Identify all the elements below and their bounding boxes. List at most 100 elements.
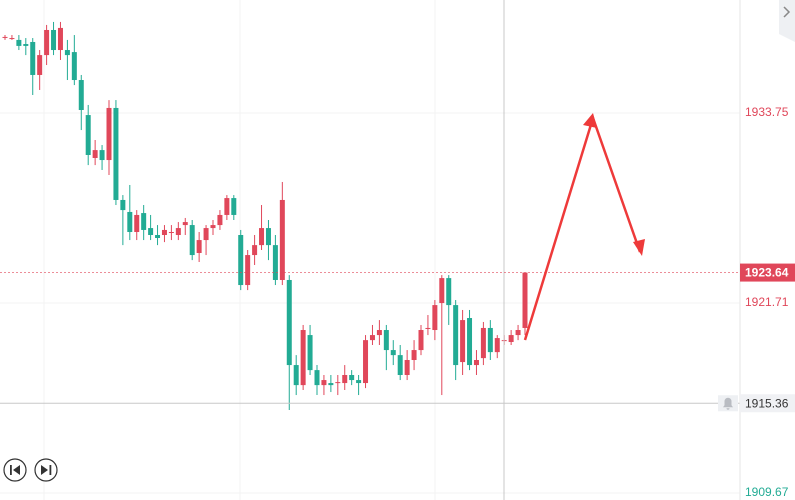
candle — [51, 21, 57, 56]
candle — [432, 300, 438, 341]
candle-body — [175, 228, 181, 236]
candle-body — [432, 305, 438, 331]
candle — [71, 35, 77, 86]
candle-body — [321, 380, 327, 386]
candle — [2, 35, 8, 40]
candle — [16, 35, 22, 51]
candle — [487, 320, 493, 361]
candle-body — [64, 50, 70, 56]
candle-body — [390, 350, 396, 356]
scroll-end-button[interactable] — [34, 458, 58, 482]
candle-body — [44, 29, 50, 56]
candle — [99, 145, 105, 170]
candle-body — [307, 335, 313, 371]
button-icon — [41, 465, 48, 475]
collapse-button[interactable] — [779, 0, 795, 42]
candle — [508, 330, 514, 346]
candle-body — [92, 150, 98, 158]
candle-body — [515, 330, 521, 336]
candle — [293, 355, 299, 396]
candle — [446, 275, 452, 325]
candle — [85, 104, 91, 166]
candle — [175, 222, 181, 241]
candle — [397, 345, 403, 381]
candle-body — [99, 150, 105, 161]
candle-body — [78, 80, 84, 111]
candle-body — [286, 279, 292, 366]
candle-body — [141, 213, 147, 230]
candle — [168, 225, 174, 241]
candle — [134, 210, 140, 241]
candle — [210, 220, 216, 236]
candle-body — [106, 107, 112, 161]
candle — [439, 275, 445, 396]
y-tick-label: 1909.67 — [745, 485, 789, 499]
button-icon — [13, 465, 20, 475]
candle-body — [2, 36, 8, 38]
candle-body — [71, 52, 77, 81]
candle-body — [120, 199, 126, 211]
crosshair-bell-icon — [723, 397, 733, 410]
candle — [515, 324, 521, 341]
candle — [113, 100, 119, 206]
candle-body — [397, 355, 403, 375]
candle-body — [473, 360, 479, 366]
candle — [335, 375, 341, 396]
crosshair-price-badge — [740, 394, 795, 413]
crosshair-price-label: 1915.36 — [745, 396, 789, 410]
candle — [106, 100, 112, 176]
candle-body — [85, 115, 91, 155]
candle-body — [522, 272, 528, 328]
candle — [383, 324, 389, 371]
candle-body — [127, 211, 133, 233]
candle — [460, 309, 466, 375]
candle — [307, 324, 313, 375]
candle-body — [342, 375, 348, 384]
candle-body — [155, 235, 161, 239]
candle-body — [328, 383, 334, 386]
candle — [161, 225, 167, 243]
candle — [473, 350, 479, 375]
candle — [189, 220, 195, 261]
arrow-annotation — [523, 113, 645, 341]
candle — [92, 139, 98, 166]
candle-body — [168, 232, 174, 234]
candle-body — [349, 375, 355, 381]
candle — [238, 229, 244, 291]
collapse-button-bg[interactable] — [779, 0, 795, 42]
candle-body — [300, 330, 306, 386]
candle-body — [161, 229, 167, 236]
candle — [314, 365, 320, 396]
candle-body — [189, 225, 195, 256]
candle-body — [217, 214, 223, 226]
candle-body — [252, 245, 258, 256]
candle — [467, 309, 473, 371]
candle-body — [182, 222, 188, 226]
candle — [453, 300, 459, 381]
candle — [78, 74, 84, 131]
candle-body — [425, 327, 431, 329]
candle — [411, 340, 417, 371]
candle-body — [418, 330, 424, 351]
candle — [217, 210, 223, 230]
candle-body — [446, 278, 452, 306]
candle-body — [148, 228, 154, 236]
candle — [376, 320, 382, 346]
candle-body — [265, 228, 271, 246]
candle-body — [203, 228, 209, 241]
candle — [9, 35, 15, 40]
candle — [265, 220, 271, 261]
candle — [23, 38, 29, 56]
candle — [328, 375, 334, 393]
candle-body — [363, 340, 369, 384]
grid — [0, 0, 740, 500]
scroll-start-button[interactable] — [3, 458, 27, 482]
candle-body — [404, 360, 410, 375]
candle — [141, 205, 147, 241]
candle — [245, 250, 251, 291]
candle-body — [224, 198, 230, 215]
candle-body — [494, 338, 500, 353]
candle — [203, 225, 209, 256]
candle — [57, 21, 63, 60]
candle-body — [383, 330, 389, 351]
